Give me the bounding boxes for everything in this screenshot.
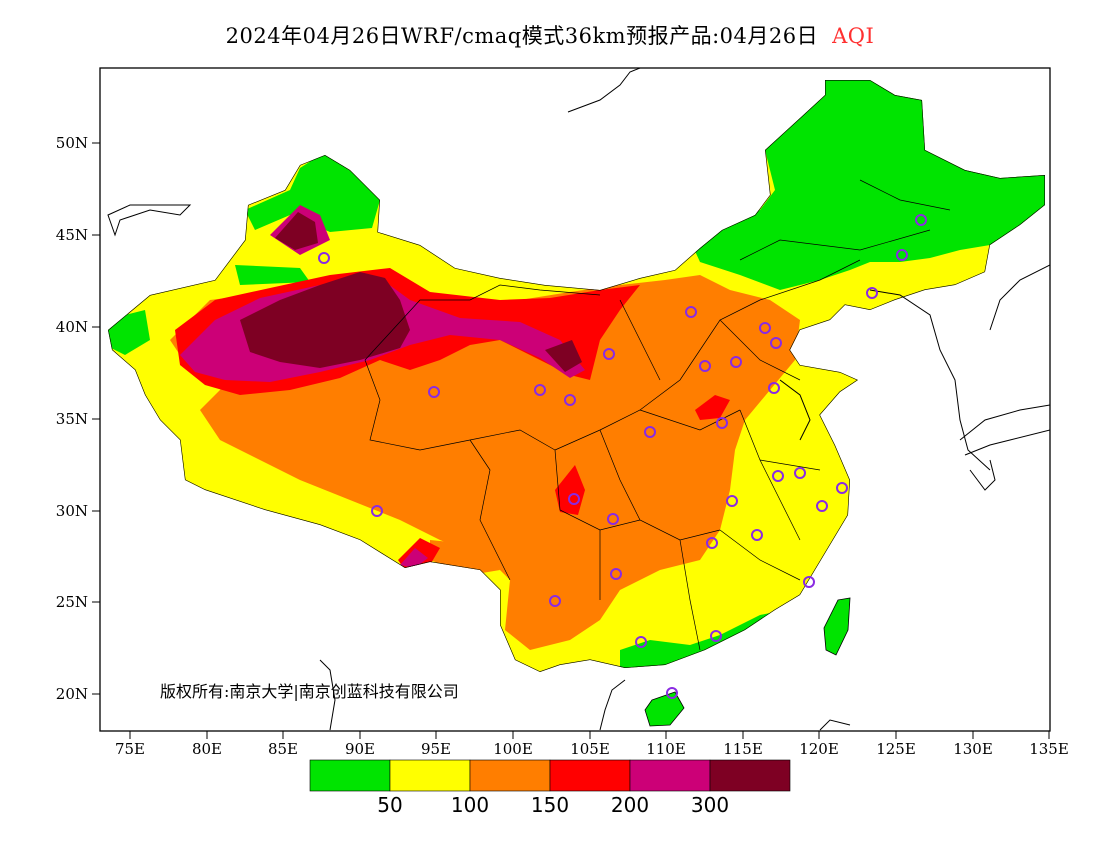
legend-threshold: 300 — [691, 793, 729, 817]
station-marker — [706, 537, 718, 549]
lon-label: 125E — [876, 740, 916, 758]
station-marker — [803, 576, 815, 588]
station-marker — [770, 337, 782, 349]
lon-label: 105E — [570, 740, 610, 758]
aqi-zone-good-northeast — [690, 80, 1045, 290]
aqi-zone-unhealthy-henan — [695, 395, 730, 420]
legend-threshold: 100 — [451, 793, 489, 817]
lon-label: 80E — [192, 740, 222, 758]
lon-label: 110E — [646, 740, 686, 758]
station-marker — [716, 417, 728, 429]
lon-label: 120E — [799, 740, 839, 758]
legend-swatch — [469, 759, 551, 792]
station-markers — [318, 214, 927, 699]
station-marker — [685, 306, 697, 318]
lon-label: 130E — [953, 740, 993, 758]
station-marker — [610, 568, 622, 580]
lat-label: 20N — [56, 685, 88, 703]
aqi-zone-hazardous-north — [275, 212, 318, 250]
legend-swatch — [629, 759, 711, 792]
station-marker — [644, 426, 656, 438]
map-frame — [99, 67, 1051, 732]
station-marker — [768, 382, 780, 394]
station-marker — [816, 500, 828, 512]
longitude-axis: 75E 80E 85E 90E 95E 100E 105E 110E 115E … — [115, 731, 1069, 758]
station-marker — [751, 529, 763, 541]
province-boundaries — [364, 179, 951, 651]
legend-threshold: 200 — [611, 793, 649, 817]
legend-swatch — [309, 759, 391, 792]
aqi-zone-very-unhealthy-tibet — [400, 548, 428, 568]
hainan-island — [644, 691, 685, 727]
lon-label: 115E — [723, 740, 763, 758]
lon-label: 85E — [268, 740, 298, 758]
lat-label: 25N — [56, 593, 88, 611]
station-marker — [730, 356, 742, 368]
aqi-zone-hazardous-east — [545, 340, 582, 372]
station-marker — [759, 322, 771, 334]
aqi-zone-good-band — [235, 265, 310, 285]
station-marker — [371, 505, 383, 517]
lon-label: 90E — [345, 740, 375, 758]
station-marker — [666, 687, 678, 699]
aqi-zone-good-northwest — [245, 152, 380, 232]
station-marker — [915, 214, 927, 226]
latitude-axis: 50N 45N 40N 35N 30N 25N 20N — [56, 134, 100, 703]
map-area: 版权所有:南京大学|南京创蓝科技有限公司 — [107, 68, 1050, 731]
neighbor-coastlines — [107, 68, 1050, 731]
lon-label: 75E — [115, 740, 145, 758]
legend-swatch — [709, 759, 791, 792]
lat-label: 35N — [56, 410, 88, 428]
station-marker — [794, 467, 806, 479]
legend-swatch — [389, 759, 471, 792]
station-marker — [836, 482, 848, 494]
copyright-text: 版权所有:南京大学|南京创蓝科技有限公司 — [160, 682, 459, 701]
station-marker — [866, 287, 878, 299]
station-marker — [896, 249, 908, 261]
station-marker — [549, 595, 561, 607]
lat-label: 45N — [56, 226, 88, 244]
map-title: 2024年04月26日WRF/cmaq模式36km预报产品:04月26日 AQI — [0, 20, 1100, 50]
taiwan-island — [823, 597, 851, 656]
lon-label: 100E — [493, 740, 533, 758]
station-marker — [318, 252, 330, 264]
station-marker — [568, 493, 580, 505]
lat-label: 30N — [56, 502, 88, 520]
legend-threshold: 50 — [377, 793, 402, 817]
lat-label: 40N — [56, 318, 88, 336]
station-marker — [772, 470, 784, 482]
lon-label: 135E — [1029, 740, 1069, 758]
lat-label: 50N — [56, 134, 88, 152]
station-marker — [534, 384, 546, 396]
station-marker — [603, 348, 615, 360]
station-marker — [699, 360, 711, 372]
legend-swatch — [549, 759, 631, 792]
station-marker — [607, 513, 619, 525]
legend-threshold: 150 — [531, 793, 569, 817]
title-variable: AQI — [832, 24, 875, 48]
station-marker — [726, 495, 738, 507]
lon-label: 95E — [421, 740, 451, 758]
aqi-zone-hazardous — [240, 272, 410, 368]
title-main: 2024年04月26日WRF/cmaq模式36km预报产品:04月26日 — [225, 24, 819, 48]
station-marker — [564, 394, 576, 406]
station-marker — [428, 386, 440, 398]
station-marker — [710, 630, 722, 642]
station-marker — [635, 636, 647, 648]
aqi-legend: 50 100 150 200 300 — [309, 759, 791, 817]
